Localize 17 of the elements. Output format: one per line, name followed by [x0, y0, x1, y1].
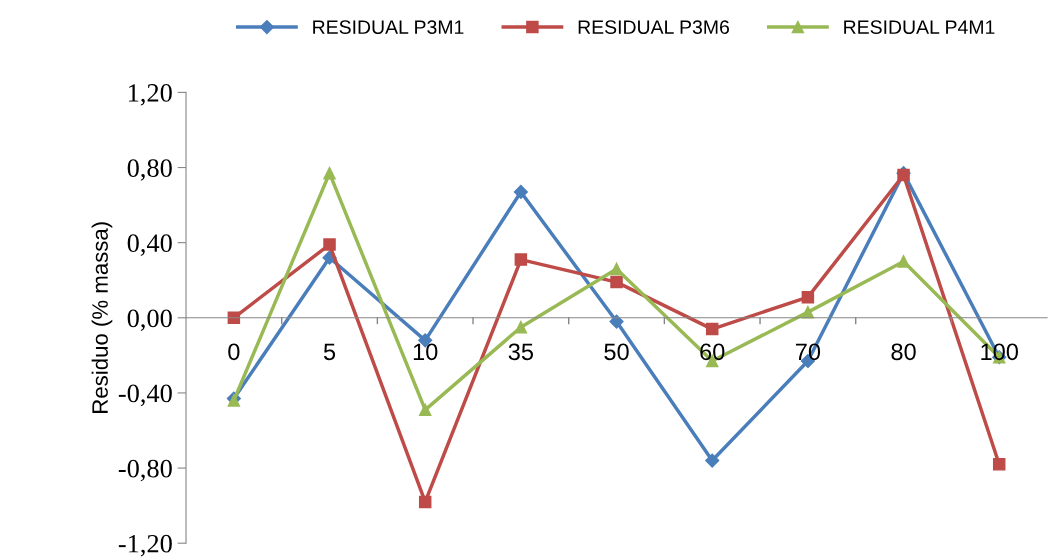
legend-label: RESIDUAL P3M6 — [578, 20, 729, 35]
legend-label: RESIDUAL P4M1 — [844, 20, 995, 35]
x-tick-label: 80 — [891, 343, 916, 361]
x-tick-label: 35 — [508, 343, 534, 361]
y-tick-label: 0,40 — [127, 234, 172, 256]
y-tick-label: -0,40 — [118, 384, 172, 407]
y-axis-title: Residuo (% massa) — [91, 222, 113, 413]
y-tick-label: 0,00 — [127, 309, 172, 332]
x-tick-label: 5 — [323, 343, 336, 361]
x-tick-label: 10 — [413, 343, 438, 361]
x-tick-label: 50 — [604, 343, 629, 361]
legend-label: RESIDUAL P3M1 — [313, 20, 464, 35]
x-tick-label: 0 — [228, 343, 240, 361]
y-tick-label: -0,80 — [118, 459, 172, 482]
y-tick-label: 0,80 — [127, 159, 172, 181]
y-tick-label: -1,20 — [118, 534, 172, 557]
y-tick-label: 1,20 — [128, 84, 172, 106]
